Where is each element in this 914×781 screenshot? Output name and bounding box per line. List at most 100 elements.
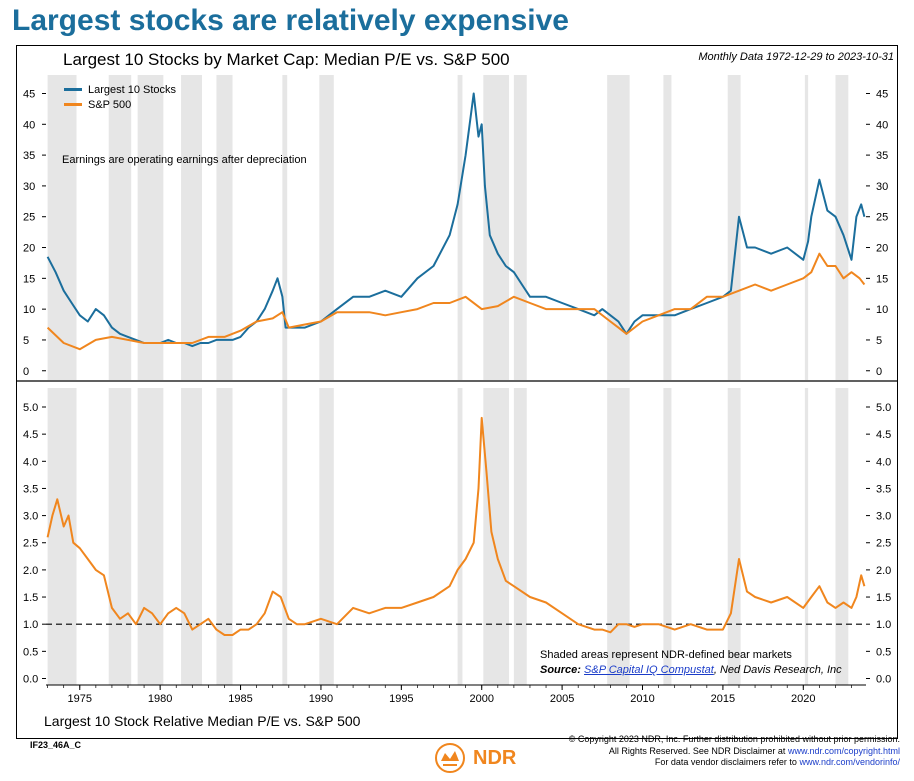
- legend-label-largest10: Largest 10 Stocks: [88, 83, 177, 96]
- ndr-logo: NDR: [433, 741, 516, 775]
- lower-ytick-left: 5.0: [23, 402, 38, 414]
- x-tick-label: 2000: [469, 693, 493, 705]
- lower-bear-shade: [804, 388, 809, 685]
- lower-ytick-right: 4.0: [876, 456, 891, 468]
- upper-bear-shade: [282, 75, 288, 380]
- upper-bear-shade: [513, 75, 527, 380]
- upper-bear-shade: [835, 75, 849, 380]
- lower-bear-shade: [483, 388, 510, 685]
- upper-ytick-right: 35: [876, 150, 888, 162]
- bull-bear-icon: [435, 743, 465, 773]
- lower-ytick-left: 0.0: [23, 673, 38, 685]
- bear-market-note: Shaded areas represent NDR-defined bear …: [540, 649, 792, 661]
- lower-series-line-0: [46, 416, 866, 636]
- upper-bear-shade: [483, 75, 510, 380]
- legend: Largest 10 Stocks S&P 500: [64, 82, 176, 112]
- lower-bear-shade: [216, 388, 233, 685]
- upper-ytick-left: 20: [23, 243, 35, 255]
- lower-ytick-right: 1.5: [876, 592, 891, 604]
- lower-bear-shade: [282, 388, 288, 685]
- copyright-line-2: All Rights Reserved. See NDR Disclaimer …: [608, 745, 786, 756]
- headline: Largest stocks are relatively expensive: [12, 4, 569, 37]
- earnings-note: Earnings are operating earnings after de…: [62, 154, 307, 166]
- lower-ytick-right: 2.5: [876, 538, 891, 550]
- upper-ytick-right: 30: [876, 181, 888, 193]
- upper-bear-shade: [457, 75, 463, 380]
- x-tick-label: 2020: [791, 693, 815, 705]
- logo-text: NDR: [473, 746, 517, 769]
- lower-ytick-right: 0.5: [876, 646, 891, 658]
- upper-ytick-left: 40: [23, 119, 35, 131]
- lower-bear-shade: [137, 388, 164, 685]
- lower-ytick-left: 1.0: [23, 619, 38, 631]
- lower-ytick-right: 3.5: [876, 483, 891, 495]
- upper-ytick-right: 40: [876, 119, 888, 131]
- lower-ytick-right: 0.0: [876, 673, 891, 685]
- date-range: Monthly Data 1972-12-29 to 2023-10-31: [698, 51, 894, 63]
- source-rest: , Ned Davis Research, Inc: [713, 664, 842, 676]
- lower-ytick-right: 5.0: [876, 402, 891, 414]
- source-label: Source:: [540, 664, 581, 676]
- lower-bear-shade: [835, 388, 849, 685]
- legend-item-sp500: S&P 500: [64, 97, 176, 112]
- upper-ytick-left: 15: [23, 273, 35, 285]
- lower-bear-shade: [108, 388, 132, 685]
- lower-ytick-left: 2.0: [23, 565, 38, 577]
- lower-bear-shade: [663, 388, 672, 685]
- upper-bear-shade: [663, 75, 672, 380]
- lower-bear-shade: [181, 388, 202, 685]
- lower-ytick-left: 1.5: [23, 592, 38, 604]
- source-link[interactable]: S&P Capital IQ Compustat: [584, 664, 714, 676]
- x-tick-label: 1980: [148, 693, 172, 705]
- legend-swatch-sp500: [64, 103, 82, 106]
- upper-ytick-left: 5: [23, 335, 29, 347]
- lower-ytick-right: 1.0: [876, 619, 891, 631]
- lower-ytick-right: 3.0: [876, 511, 891, 523]
- upper-ytick-left: 35: [23, 150, 35, 162]
- x-tick-label: 1975: [68, 693, 92, 705]
- upper-ytick-left: 10: [23, 304, 35, 316]
- lower-ytick-right: 2.0: [876, 565, 891, 577]
- lower-bear-shade: [513, 388, 527, 685]
- upper-bear-shade: [727, 75, 741, 380]
- upper-bear-shade: [216, 75, 233, 380]
- upper-ytick-right: 10: [876, 304, 888, 316]
- lower-bear-shade: [319, 388, 334, 685]
- copyright-link[interactable]: www.ndr.com/copyright.html: [787, 745, 900, 756]
- copyright-line-1: © Copyright 2023 NDR, Inc. Further distr…: [568, 734, 900, 744]
- upper-bear-shade: [319, 75, 334, 380]
- legend-label-sp500: S&P 500: [88, 98, 132, 111]
- upper-ytick-right: 0: [876, 366, 882, 378]
- upper-ytick-right: 25: [876, 212, 888, 224]
- lower-ytick-left: 3.0: [23, 511, 38, 523]
- upper-bear-shade: [137, 75, 164, 380]
- lower-ytick-right: 4.5: [876, 429, 891, 441]
- upper-ytick-right: 20: [876, 243, 888, 255]
- lower-bear-shade: [607, 388, 630, 685]
- x-tick-label: 2010: [630, 693, 654, 705]
- lower-ytick-left: 0.5: [23, 646, 38, 658]
- copyright-line-3: For data vendor disclaimers refer to: [654, 757, 797, 767]
- lower-ytick-left: 4.5: [23, 429, 38, 441]
- lower-ytick-left: 3.5: [23, 483, 38, 495]
- upper-series-line-1: [46, 252, 866, 351]
- upper-ytick-left: 45: [23, 88, 35, 100]
- lower-chart-title: Largest 10 Stock Relative Median P/E vs.…: [44, 713, 361, 729]
- copyright-block: © Copyright 2023 NDR, Inc. Further distr…: [569, 734, 900, 769]
- upper-ytick-left: 30: [23, 181, 35, 193]
- x-tick-label: 1985: [228, 693, 252, 705]
- upper-series-line-0: [46, 92, 866, 348]
- source-line: Source: S&P Capital IQ Compustat, Ned Da…: [540, 664, 842, 676]
- upper-ytick-right: 15: [876, 273, 888, 285]
- upper-bear-shade: [607, 75, 630, 380]
- upper-ytick-right: 45: [876, 88, 888, 100]
- chart-code: IF23_46A_C: [30, 740, 82, 750]
- vendor-link[interactable]: www.ndr.com/vendorinfo/: [799, 757, 900, 767]
- x-tick-label: 1990: [309, 693, 333, 705]
- upper-bear-shade: [47, 75, 77, 380]
- upper-ytick-left: 0: [23, 366, 29, 378]
- chart-frame: [16, 45, 898, 739]
- x-tick-label: 2015: [711, 693, 735, 705]
- upper-bear-shade: [804, 75, 809, 380]
